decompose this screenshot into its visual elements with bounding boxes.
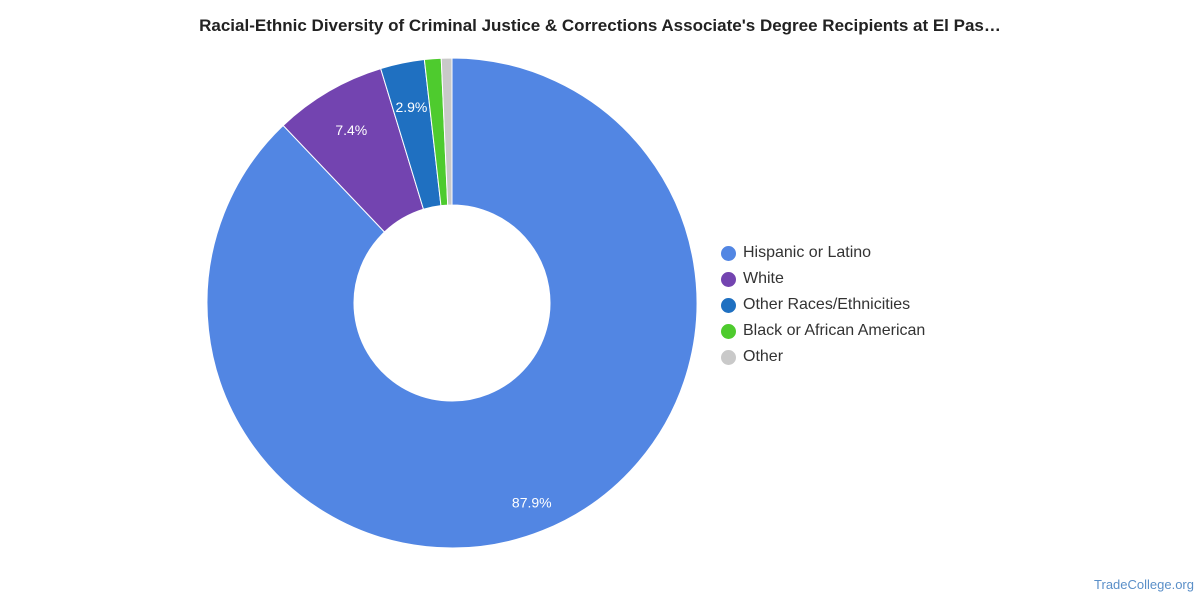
legend-label: Black or African American [743,322,926,339]
legend-swatch [721,323,736,339]
legend-label: Other [743,348,784,365]
legend-item-hispanic-or-latino[interactable]: Hispanic or Latino [721,240,925,266]
slice-label-other-races-ethnicities: 2.9% [395,99,427,115]
legend-swatch [721,245,736,261]
legend-label: White [743,270,784,287]
legend-swatch [721,297,736,313]
slice-label-hispanic-or-latino: 87.9% [512,495,552,511]
source-credit[interactable]: TradeCollege.org [1094,577,1194,592]
legend-label: Hispanic or Latino [743,244,872,261]
slice-label-white: 7.4% [335,122,367,138]
legend-item-other-races-ethnicities[interactable]: Other Races/Ethnicities [721,292,925,318]
chart-title: Racial-Ethnic Diversity of Criminal Just… [199,16,1001,35]
slice-other[interactable] [440,57,453,206]
legend: Hispanic or Latino White Other Races/Ethni… [721,240,925,370]
legend-swatch [721,271,736,287]
legend-item-other[interactable]: Other [721,344,925,370]
legend-label: Other Races/Ethnicities [743,296,911,313]
legend-item-black-or-african-american[interactable]: Black or African American [721,318,925,344]
slice-hispanic-or-latino[interactable] [206,57,698,549]
legend-item-white[interactable]: White [721,266,925,292]
legend-swatch [721,349,736,365]
